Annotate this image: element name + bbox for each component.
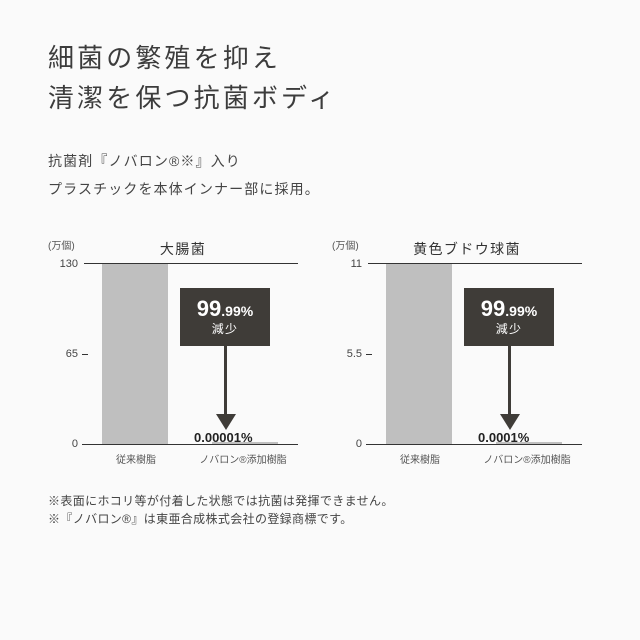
badge-small: .99% [221, 303, 253, 319]
y-unit-label: (万個) [332, 237, 359, 252]
footnotes: ※表面にホコリ等が付着した状態では抗菌は発揮できません。 ※『ノバロン®』は東亜… [48, 492, 592, 529]
y-unit-label: (万個) [48, 237, 75, 252]
x-labels: 従来樹脂 ノバロン®添加樹脂 [84, 451, 298, 466]
subline-line-1: 抗菌剤『ノバロン®※』入り [48, 147, 592, 175]
chart-staph: (万個) 黄色ブドウ球菌 11 5.5 0 99.99% 減少 0.0001% … [332, 239, 582, 466]
xlabel-novaron: ノバロン®添加樹脂 [188, 451, 298, 466]
ytick-mid: 65 [48, 348, 78, 360]
badge-big: 99 [481, 296, 505, 321]
chart-ecoli: (万個) 大腸菌 130 65 0 99.99% 減少 0.00001% 従来樹… [48, 239, 298, 466]
plot-area: 130 65 0 99.99% 減少 0.00001% [84, 263, 298, 445]
xlabel-conventional: 従来樹脂 [84, 451, 188, 466]
result-value: 0.00001% [194, 430, 253, 445]
ytick-min: 0 [48, 438, 78, 450]
bar-conventional [102, 264, 168, 444]
subline-line-2: プラスチックを本体インナー部に採用。 [48, 175, 592, 203]
arrow-stem [508, 346, 511, 418]
arrow-down-icon [500, 414, 520, 430]
result-value: 0.0001% [478, 430, 529, 445]
ytick-max: 130 [48, 258, 78, 270]
arrow-down-icon [216, 414, 236, 430]
reduction-badge: 99.99% 減少 [180, 288, 270, 346]
footnote-1: ※表面にホコリ等が付着した状態では抗菌は発揮できません。 [48, 492, 592, 511]
badge-small: .99% [505, 303, 537, 319]
x-labels: 従来樹脂 ノバロン®添加樹脂 [368, 451, 582, 466]
footnote-2: ※『ノバロン®』は東亜合成株式会社の登録商標です。 [48, 510, 592, 529]
ytick-min: 0 [332, 438, 362, 450]
badge-big: 99 [197, 296, 221, 321]
ytick-mid: 5.5 [332, 348, 362, 360]
charts-row: (万個) 大腸菌 130 65 0 99.99% 減少 0.00001% 従来樹… [48, 239, 592, 466]
badge-percent: 99.99% [180, 296, 270, 321]
xlabel-conventional: 従来樹脂 [368, 451, 472, 466]
chart-title: 黄色ブドウ球菌 [332, 239, 582, 259]
badge-sub: 減少 [464, 323, 554, 337]
headline-line-2: 清潔を保つ抗菌ボディ [48, 78, 592, 118]
reduction-badge: 99.99% 減少 [464, 288, 554, 346]
headline: 細菌の繁殖を抑え 清潔を保つ抗菌ボディ [48, 38, 592, 119]
headline-line-1: 細菌の繁殖を抑え [48, 38, 592, 78]
xlabel-novaron: ノバロン®添加樹脂 [472, 451, 582, 466]
chart-title: 大腸菌 [48, 239, 298, 259]
subheadline: 抗菌剤『ノバロン®※』入り プラスチックを本体インナー部に採用。 [48, 147, 592, 203]
badge-percent: 99.99% [464, 296, 554, 321]
bar-conventional [386, 264, 452, 444]
ytick-max: 11 [332, 258, 362, 270]
badge-sub: 減少 [180, 323, 270, 337]
plot-area: 11 5.5 0 99.99% 減少 0.0001% [368, 263, 582, 445]
arrow-stem [224, 346, 227, 418]
